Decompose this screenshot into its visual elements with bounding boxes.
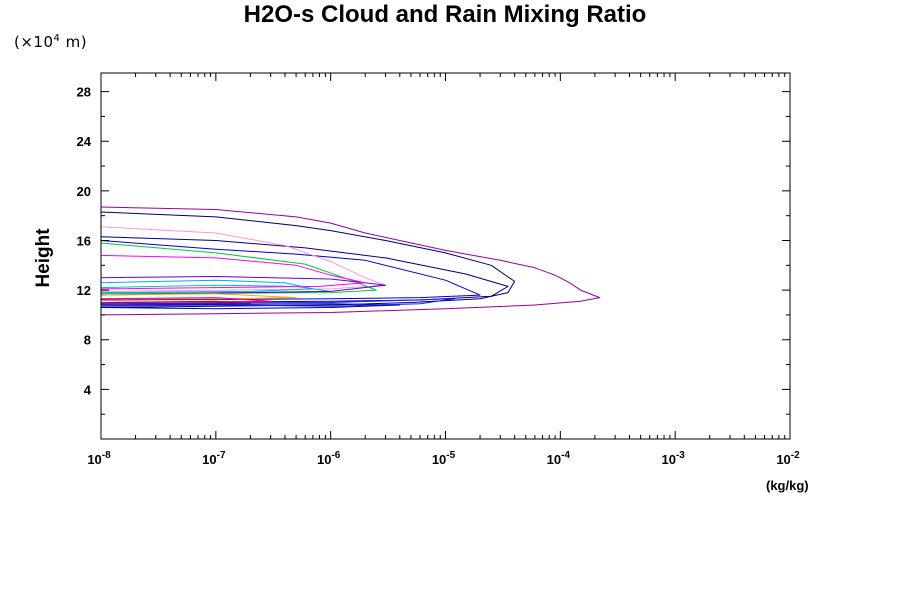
x-tick-label: 10-8	[87, 450, 111, 467]
x-tick-exponent: -2	[791, 450, 800, 461]
series-line-3	[100, 236, 509, 303]
x-tick-exponent: -8	[102, 450, 111, 461]
y-unit-prefix: (×10	[14, 33, 54, 51]
x-tick-base: 10	[547, 452, 561, 467]
x-tick-exponent: -6	[331, 450, 340, 461]
y-unit-exponent: 4	[53, 33, 61, 44]
x-tick-label: 10-5	[432, 450, 456, 467]
x-tick-exponent: -4	[561, 450, 570, 461]
x-tick-exponent: -3	[676, 450, 685, 461]
y-tick-label: 20	[77, 184, 91, 199]
x-tick-label: 10-7	[202, 450, 226, 467]
x-tick-base: 10	[317, 452, 331, 467]
series-line-7	[100, 284, 332, 294]
series-line-1	[100, 206, 601, 316]
series-line-10	[100, 293, 297, 300]
series-line-15	[100, 298, 456, 307]
x-tick-label: 10-3	[661, 450, 685, 467]
series-line-6	[100, 242, 377, 295]
y-tick-label: 12	[77, 283, 91, 298]
y-tick-label: 28	[77, 85, 91, 100]
x-tick-label: 10-2	[776, 450, 800, 467]
x-tick-label: 10-6	[317, 450, 341, 467]
series-line-13	[100, 254, 366, 290]
y-tick-label: 4	[84, 382, 92, 397]
x-tick-label: 10-4	[547, 450, 571, 467]
y-axis-unit: (×104 m)	[14, 33, 87, 51]
x-tick-base: 10	[202, 452, 216, 467]
y-tick-label: 8	[84, 333, 91, 348]
y-axis-title: Height	[33, 228, 54, 288]
series-line-2	[100, 211, 516, 308]
series-line-8	[100, 279, 314, 294]
x-tick-base: 10	[87, 452, 101, 467]
series-line-9	[100, 276, 386, 296]
y-tick-label: 24	[77, 134, 92, 149]
y-tick-label: 16	[77, 233, 91, 248]
y-unit-suffix: m)	[60, 33, 88, 51]
x-axis-unit: (kg/kg)	[766, 478, 809, 493]
series-line-5	[100, 226, 386, 292]
series-line-4	[100, 240, 481, 301]
x-tick-base: 10	[661, 452, 675, 467]
plot-frame	[100, 72, 791, 440]
x-tick-exponent: -5	[446, 450, 455, 461]
x-tick-base: 10	[776, 452, 790, 467]
x-tick-exponent: -7	[217, 450, 226, 461]
chart-title: H2O-s Cloud and Rain Mixing Ratio	[243, 1, 647, 28]
x-tick-base: 10	[432, 452, 446, 467]
series-line-14	[100, 303, 401, 310]
series-layer	[100, 206, 601, 316]
